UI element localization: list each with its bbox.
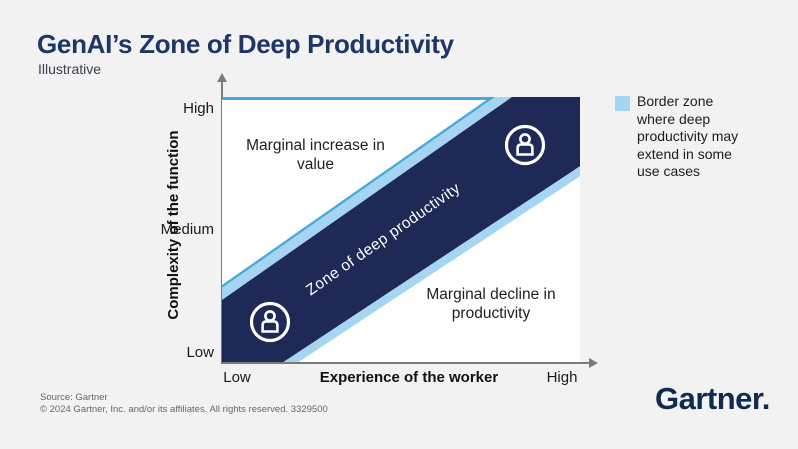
y-tick-low: Low xyxy=(186,344,214,361)
zone-label-marginal-increase: Marginal increase in value xyxy=(246,137,385,173)
zone-label-marginal-decline: Marginal decline in productivity xyxy=(426,286,556,322)
worker-icon-expert xyxy=(504,124,546,166)
x-axis-title: Experience of the worker xyxy=(319,369,499,386)
source-note: Source: Gartner xyxy=(40,392,108,403)
gartner-logo: Gartner. xyxy=(655,381,770,416)
x-axis-line xyxy=(221,362,591,364)
legend-border-zone-label: Border zone where deep productivity may … xyxy=(637,93,739,179)
x-tick-high: High xyxy=(546,369,578,386)
plot-area: Zone of deep productivity xyxy=(222,97,580,363)
y-axis-arrow-icon xyxy=(217,73,227,82)
x-axis-arrow-icon xyxy=(589,358,598,368)
page-subtitle: Illustrative xyxy=(38,61,102,77)
border-zone-top-line xyxy=(222,97,580,100)
footnote: Source: Gartner © 2024 Gartner, Inc. and… xyxy=(40,392,328,415)
x-tick-low: Low xyxy=(223,369,251,386)
deep-productivity-band xyxy=(222,97,580,363)
y-tick-medium: Medium xyxy=(160,221,214,238)
worker-icon-novice xyxy=(249,301,291,343)
page-title: GenAI’s Zone of Deep Productivity xyxy=(37,29,454,59)
y-tick-high: High xyxy=(183,100,214,117)
border-zone-lower-strip xyxy=(282,166,580,363)
legend-border-zone-swatch xyxy=(615,96,630,111)
copyright-note: © 2024 Gartner, Inc. and/or its affiliat… xyxy=(40,403,328,415)
